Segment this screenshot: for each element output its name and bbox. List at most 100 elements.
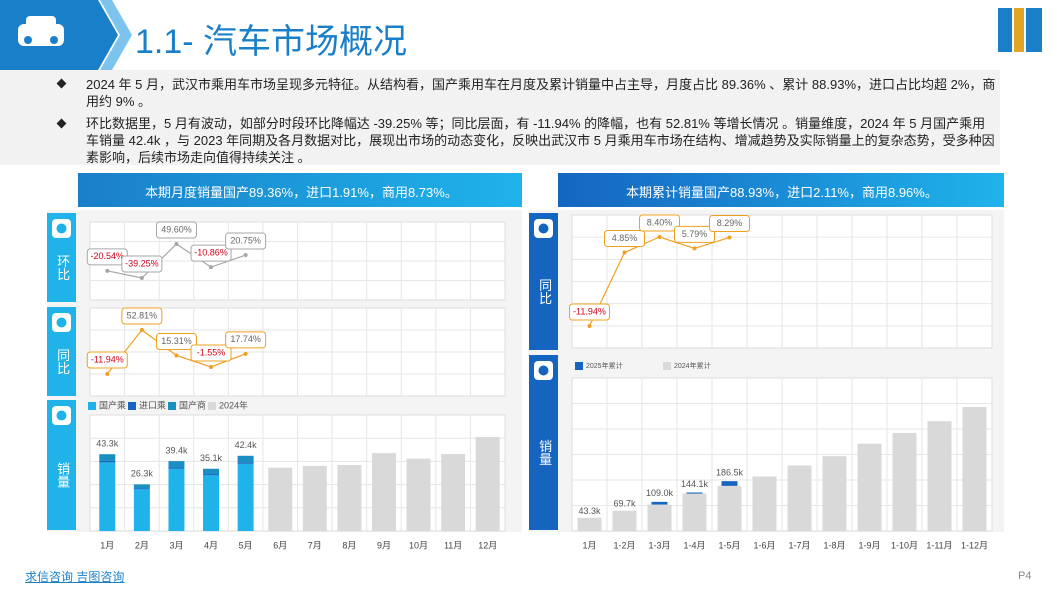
caption-banner (78, 173, 522, 207)
bar (787, 465, 812, 531)
legend-swatch (208, 402, 216, 410)
x-tick-label: 1月 (582, 540, 596, 550)
x-tick-label: 9月 (377, 540, 391, 550)
bar (406, 458, 431, 531)
label-box (709, 214, 750, 232)
bar (927, 421, 952, 531)
label-box (604, 230, 645, 248)
data-label: -1.55% (197, 347, 226, 357)
data-label: 42.4k (235, 440, 258, 450)
label-box (155, 332, 197, 350)
bar (268, 467, 293, 531)
x-tick-label: 1-2月 (613, 540, 635, 550)
bar (717, 485, 742, 531)
bullet-text: 环比数据里，5 月有波动，如部分时段环比降幅达 -39.25% 等；同比层面，有… (86, 116, 995, 165)
bar (822, 456, 847, 531)
point (105, 372, 110, 376)
point (243, 351, 248, 356)
data-label: -39.25% (125, 258, 159, 268)
legend-swatch (168, 402, 176, 410)
point (139, 276, 144, 280)
label-box (190, 344, 232, 362)
bar-segment (203, 474, 220, 476)
data-label: -20.54% (91, 251, 125, 261)
x-tick-label: 7月 (308, 540, 322, 550)
label-box (569, 303, 610, 321)
point (105, 268, 110, 273)
legend-swatch (575, 362, 583, 370)
bar-segment (237, 455, 254, 463)
x-tick-label: 1-11月 (926, 540, 952, 550)
x-tick-label: 6月 (273, 540, 287, 550)
bar (857, 443, 882, 531)
bar (892, 432, 917, 531)
side-tab (529, 355, 558, 530)
point (209, 364, 214, 369)
x-tick-label: 1-8月 (823, 540, 845, 550)
legend-swatch (88, 402, 96, 410)
data-label: 4.85% (612, 233, 638, 243)
bar-segment (133, 489, 150, 531)
label-box (639, 214, 680, 232)
bar-segment (99, 454, 116, 461)
bar (302, 465, 327, 531)
side-label: 同比 (537, 279, 552, 306)
label-box (155, 221, 197, 239)
data-label: -11.94% (573, 306, 606, 316)
data-label: 144.1k (681, 479, 709, 489)
footer-brand: 求信咨询 吉图咨询 (25, 570, 125, 584)
side-label: 销量 (537, 440, 552, 466)
header-art (0, 0, 1042, 70)
data-label: 17.74% (230, 334, 261, 344)
side-icon-dot (538, 223, 549, 234)
legend-label: 国产商 (179, 399, 206, 410)
bar (475, 437, 500, 531)
x-tick-label: 2月 (135, 540, 149, 550)
bar-segment (203, 475, 220, 531)
x-tick-label: 12月 (478, 540, 497, 550)
bar-segment (133, 484, 150, 489)
point (209, 265, 214, 270)
point (174, 353, 179, 358)
data-label: 35.1k (200, 453, 223, 463)
side-icon-dot (56, 223, 67, 234)
point (692, 246, 697, 251)
label-box (86, 351, 128, 369)
x-tick-label: 3月 (169, 540, 183, 550)
data-label: 52.81% (127, 310, 158, 320)
legend-swatch (128, 402, 136, 410)
point (657, 235, 662, 239)
legend-swatch (663, 362, 671, 370)
legend-label: 进口乘 (139, 399, 166, 410)
side-icon-dot (538, 365, 549, 376)
data-label: 49.60% (161, 224, 192, 234)
x-tick-label: 11月 (444, 540, 462, 550)
bar (962, 407, 987, 531)
side-label: 同比 (55, 349, 70, 376)
bar (752, 476, 777, 531)
x-tick-label: 1-12月 (961, 540, 988, 550)
x-tick-label: 8月 (342, 540, 356, 550)
x-tick-label: 1-9月 (858, 540, 880, 550)
bar (647, 504, 672, 531)
label-box (190, 244, 232, 262)
caption-banner (558, 173, 1004, 207)
label-box (121, 255, 163, 273)
point (622, 250, 627, 255)
side-label: 环比 (55, 255, 70, 282)
bar (612, 510, 637, 531)
point (174, 242, 179, 246)
label-box (225, 232, 267, 250)
bar-segment (133, 488, 150, 490)
bar-segment (168, 461, 185, 468)
data-label: -11.94% (91, 354, 124, 364)
bullet-panel (0, 70, 1000, 165)
legend-label: 2024年 (219, 399, 248, 410)
x-tick-label: 10月 (409, 540, 428, 550)
point (587, 324, 592, 328)
bar (441, 454, 466, 531)
data-label: 8.40% (647, 217, 673, 227)
data-label: 43.3k (578, 506, 601, 516)
